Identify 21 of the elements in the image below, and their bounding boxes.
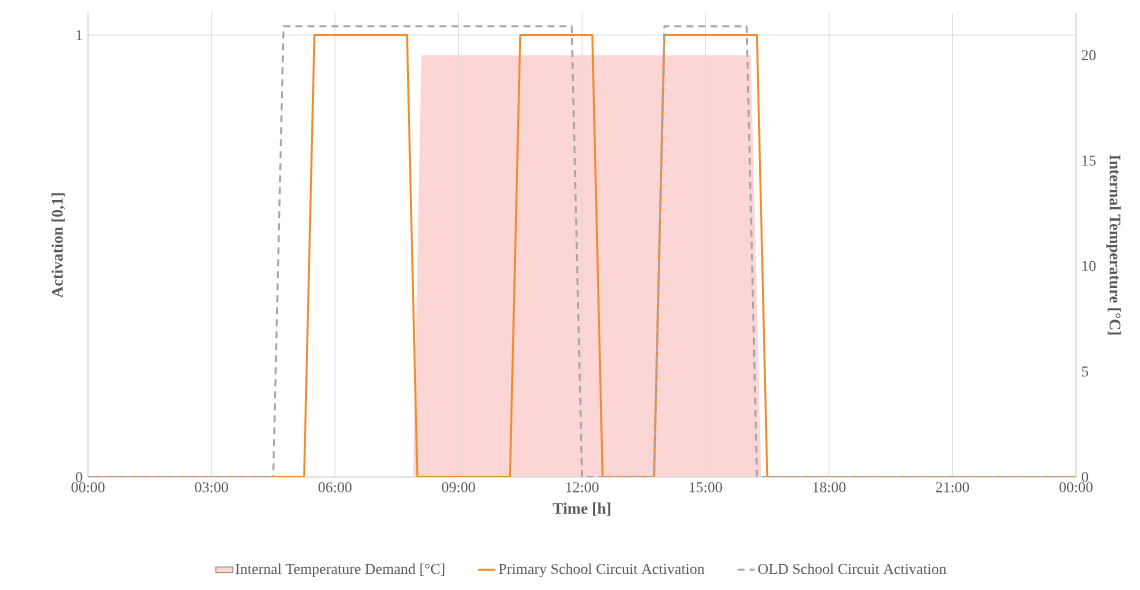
y2-tick-label: 5 bbox=[1082, 366, 1089, 377]
y2-tick-label: 15 bbox=[1082, 155, 1096, 166]
x-tick-label: 06:00 bbox=[318, 482, 352, 493]
y2-axis-title: Internal Temperature [°C] bbox=[1106, 154, 1121, 335]
legend-label: Primary School Circuit Activation bbox=[498, 563, 705, 578]
x-tick-label: 15:00 bbox=[689, 482, 723, 493]
x-tick-label: 09:00 bbox=[441, 482, 476, 493]
x-axis-title: Time [h] bbox=[552, 502, 611, 516]
x-tick-label: 21:00 bbox=[936, 482, 970, 493]
y2-tick-label: 20 bbox=[1081, 50, 1096, 61]
x-tick-label: 18:00 bbox=[813, 482, 846, 493]
legend-label: OLD School Circuit Activation bbox=[758, 563, 947, 575]
y2-tick-label: 10 bbox=[1082, 261, 1096, 272]
x-tick-label: 00:00 bbox=[71, 482, 105, 493]
x-tick-label: 03:00 bbox=[194, 482, 229, 493]
y-axis-title: Activation [0,1] bbox=[51, 193, 66, 298]
y-tick-label: 1 bbox=[76, 30, 82, 41]
x-tick-label: 12:00 bbox=[566, 482, 599, 493]
legend-label: Internal Temperature Demand [°C] bbox=[235, 563, 445, 578]
x-tick-label: 00:00 bbox=[1059, 482, 1093, 493]
y2-tick-label: 0 bbox=[1081, 471, 1089, 483]
